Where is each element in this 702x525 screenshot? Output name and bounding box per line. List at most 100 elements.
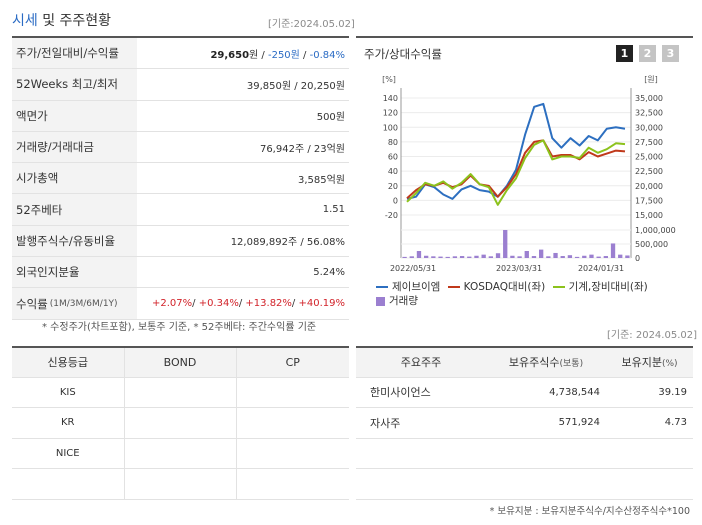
x-tick-label: 2023/03/31 (496, 264, 542, 273)
table-cell (356, 468, 486, 500)
volume-bar (438, 256, 443, 258)
table-cell: 571,924 (486, 407, 606, 439)
price-row-volume: 거래량/거래대금 76,942주 / 23억원 (12, 131, 349, 164)
volume-bar (424, 255, 429, 258)
legend-swatch (552, 286, 565, 288)
table-cell: 한미사이언스 (356, 377, 486, 409)
row-value: 39,850원 / 20,250원 (246, 80, 345, 92)
chart-tab-1[interactable]: 1 (616, 45, 633, 62)
table-row (356, 438, 693, 470)
chart-panel: 주가/상대수익률 1 2 3 [%] [원] 140 35,000 120 32,500 1… (356, 36, 693, 314)
row-label: 발행주식수/유동비율 (12, 225, 137, 257)
volume-tick-label: 1,000,000 (635, 226, 676, 235)
table-row: KR (12, 407, 349, 439)
table-row: NICE (12, 438, 349, 470)
volume-bar (582, 255, 587, 258)
left-tick-label: 0 (393, 196, 398, 205)
volume-bar (524, 251, 529, 258)
volume-bar (452, 256, 458, 258)
table-cell: KIS (12, 377, 124, 409)
column-header: 주요주주 (356, 347, 486, 378)
volume-bar (618, 254, 623, 258)
price-row-shares: 발행주식수/유동비율 12,089,892주 / 56.08% (12, 225, 349, 258)
table-cell (235, 468, 349, 500)
row-value: 12,089,892주 / 56.08% (230, 237, 345, 249)
volume-bar (553, 252, 558, 258)
chart-tab-3[interactable]: 3 (662, 45, 679, 62)
volume-bar (517, 256, 522, 258)
price-row-face-value: 액면가 500원 (12, 100, 349, 132)
chart-tab-2[interactable]: 2 (639, 45, 656, 62)
legend-item: 제이브이엠 (376, 280, 440, 294)
right-tick-label: 35,000 (635, 94, 663, 103)
left-tick-label: -20 (385, 211, 398, 220)
row-label: 52Weeks 최고/최저 (12, 69, 137, 100)
volume-bar (567, 255, 573, 258)
series-line (406, 139, 626, 206)
price-row-beta: 52주베타 1.51 (12, 194, 349, 226)
shareholder-table: 주요주주 보유주식수(보통) 보유지분(%) 한미사이언스 4,738,544 39… (356, 346, 693, 500)
table-cell (606, 438, 693, 470)
right-tick-label: 15,000 (635, 211, 663, 220)
volume-bar (488, 256, 493, 258)
table-cell: 4,738,544 (486, 377, 606, 409)
table-row (356, 468, 693, 500)
volume-tick-label: 0 (635, 254, 640, 263)
table-cell: KR (12, 407, 124, 439)
table-cell (606, 468, 693, 500)
volume-bar (531, 256, 537, 258)
chart-legend: 제이브이엠 KOSDAQ대비(좌) 기계,장비대비(좌) 거래량 (376, 278, 696, 310)
volume-bar (610, 243, 616, 258)
column-header: CP (235, 347, 349, 378)
base-date-right: [기준: 2024.05.02] (607, 330, 698, 341)
volume-bar (445, 256, 450, 258)
row-label: 액면가 (12, 100, 137, 131)
legend-swatch (376, 286, 388, 288)
volume-bar (474, 255, 479, 258)
legend-swatch (376, 296, 385, 306)
left-tick-label: 40 (388, 167, 398, 176)
left-tick-label: 60 (388, 153, 398, 162)
volume-bar (467, 256, 472, 258)
left-tick-label: 120 (383, 109, 398, 118)
right-axis-unit: [원] (644, 75, 658, 84)
row-label: 시가총액 (12, 163, 137, 194)
volume-bar (560, 256, 565, 258)
credit-rating-table: 신용등급 BOND CP KIS KR NICE (12, 346, 349, 500)
table-cell (12, 468, 124, 500)
table-cell: 4.73 (606, 407, 693, 439)
legend-item: 거래량 (376, 294, 418, 308)
volume-bar (589, 254, 594, 258)
left-tick-label: 100 (383, 123, 398, 132)
right-tick-label: 30,000 (635, 123, 663, 132)
left-tick-label: 140 (383, 94, 398, 103)
right-tick-label: 22,500 (635, 167, 663, 176)
price-row-52weeks: 52Weeks 최고/최저 39,850원 / 20,250원 (12, 69, 349, 101)
row-label: 수익률 (1M/3M/6M/1Y) (12, 288, 137, 319)
price-row-returns: 수익률 (1M/3M/6M/1Y) +2.07%/ +0.34%/ +13.82%… (12, 288, 349, 320)
volume-bar (596, 256, 601, 258)
row-value: +2.07%/ +0.34%/ +13.82%/ +40.19% (151, 298, 345, 310)
table-cell (356, 438, 486, 470)
right-tick-label: 25,000 (635, 153, 663, 162)
price-row-market-cap: 시가총액 3,585억원 (12, 163, 349, 195)
footnote-left: * 수정주가(차트포함), 보통주 기준, * 52주베타: 주간수익률 기준 (42, 322, 317, 333)
table-cell (123, 438, 236, 470)
right-tick-label: 20,000 (635, 182, 663, 191)
table-cell: 39.19 (606, 377, 693, 409)
volume-bar (459, 256, 465, 258)
row-label: 외국인지분율 (12, 257, 137, 288)
volume-tick-label: 500,000 (635, 240, 668, 249)
volume-bar (495, 253, 501, 258)
table-row: 자사주 571,924 4.73 (356, 407, 693, 439)
volume-bar (481, 254, 486, 258)
row-value: 1.51 (322, 204, 345, 216)
left-axis-unit: [%] (382, 75, 396, 84)
row-label: 52주베타 (12, 194, 137, 225)
column-header: 신용등급 (12, 347, 124, 378)
table-cell (123, 468, 236, 500)
row-value: 500원 (316, 112, 345, 124)
volume-bar (503, 230, 508, 258)
volume-bar (603, 256, 608, 258)
x-tick-label: 2022/05/31 (390, 264, 436, 273)
